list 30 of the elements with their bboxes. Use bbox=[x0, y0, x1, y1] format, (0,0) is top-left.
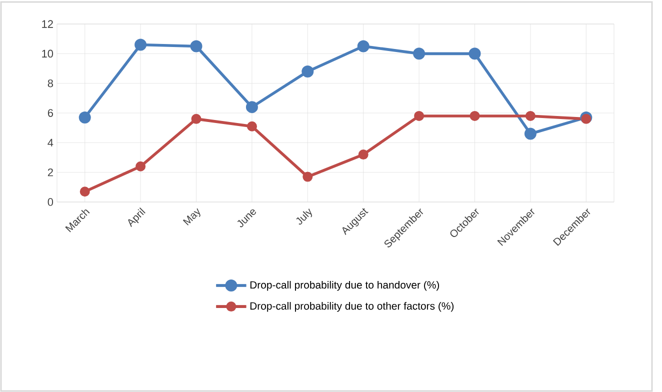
point bbox=[414, 110, 424, 121]
point bbox=[190, 40, 202, 52]
x-tick-label: May bbox=[182, 208, 200, 226]
point bbox=[78, 111, 91, 124]
point bbox=[191, 114, 202, 124]
point bbox=[80, 186, 90, 197]
legend-label: Drop-call probability due to other factors (%) bbox=[250, 302, 454, 312]
y-tick-label: 2 bbox=[48, 168, 53, 176]
point bbox=[581, 114, 592, 124]
point bbox=[357, 40, 370, 52]
point bbox=[358, 150, 368, 160]
point bbox=[246, 121, 257, 132]
y-tick-label: 4 bbox=[48, 138, 54, 146]
point bbox=[468, 48, 481, 60]
y-tick-label: 10 bbox=[42, 50, 54, 58]
point bbox=[470, 110, 480, 121]
point bbox=[302, 172, 313, 182]
point bbox=[525, 110, 536, 121]
x-tick-label: July bbox=[296, 208, 312, 225]
y-tick-label: 0 bbox=[48, 198, 54, 206]
point bbox=[413, 48, 426, 60]
point bbox=[246, 101, 258, 114]
point bbox=[134, 38, 147, 51]
point bbox=[136, 161, 146, 172]
y-tick-label: 6 bbox=[48, 109, 53, 117]
point bbox=[302, 65, 314, 78]
point bbox=[524, 128, 536, 140]
y-tick-label: 12 bbox=[42, 20, 53, 28]
legend-label: Drop-call probability due to handover (%) bbox=[250, 280, 440, 291]
y-tick-label: 8 bbox=[48, 79, 53, 88]
